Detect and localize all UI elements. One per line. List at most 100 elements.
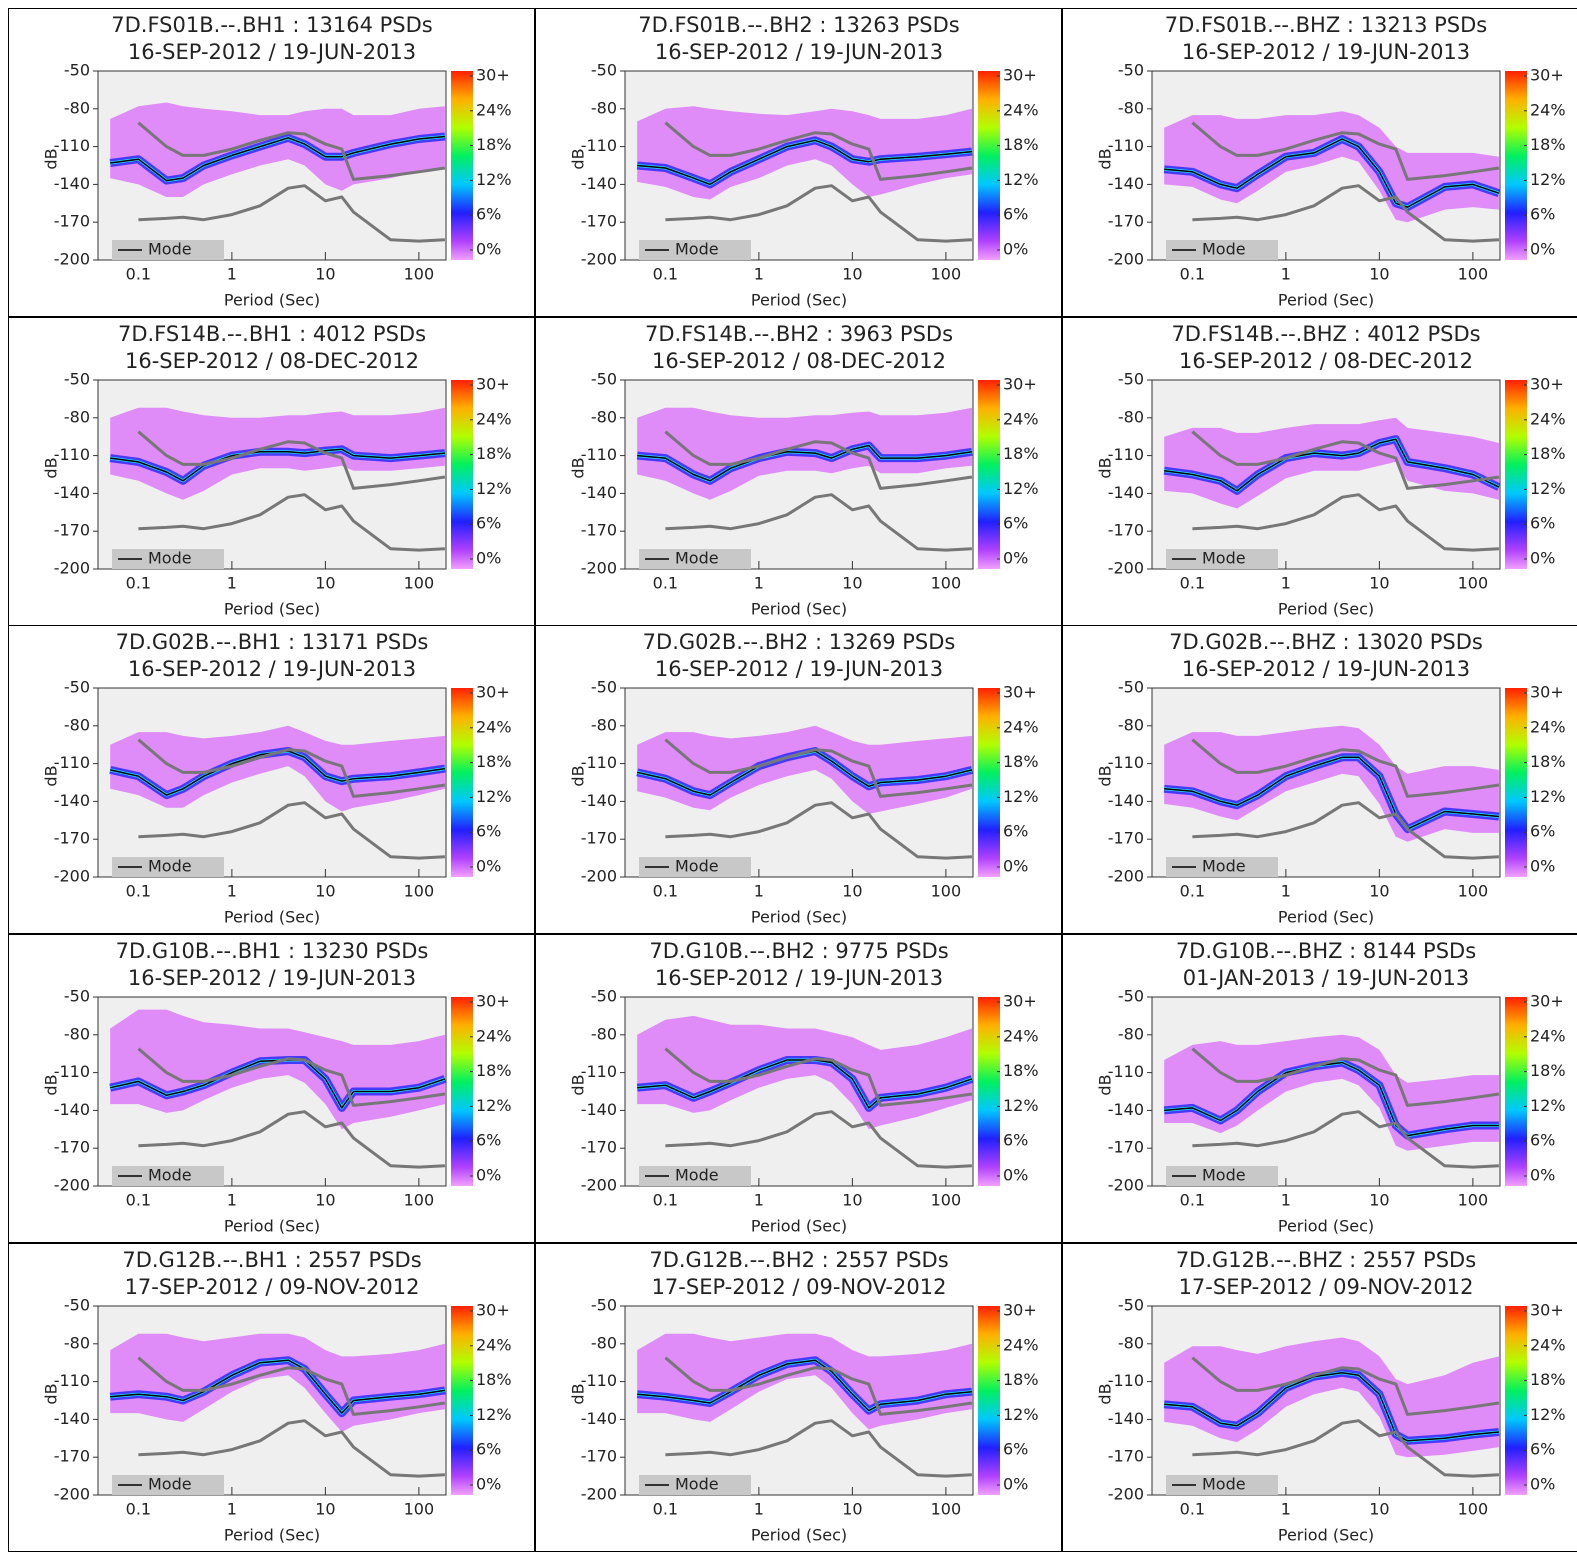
y-axis-label: dB <box>569 148 588 169</box>
y-tick-label: -200 <box>581 559 617 578</box>
chart-subtitle: 16-SEP-2012 / 08-DEC-2012 <box>125 349 419 373</box>
y-tick-label: -170 <box>581 212 617 231</box>
x-tick-label: 10 <box>315 882 335 901</box>
x-tick-label: 10 <box>315 265 335 284</box>
x-axis-label: Period (Sec) <box>224 1526 320 1545</box>
x-tick-label: 0.1 <box>1180 265 1205 284</box>
colorbar <box>978 380 1000 569</box>
y-tick-label: -140 <box>581 174 617 193</box>
y-tick-label: -80 <box>64 715 90 734</box>
y-tick-label: -50 <box>1118 61 1144 80</box>
noise-model-line <box>137 430 446 490</box>
y-tick-label: -50 <box>1118 678 1144 697</box>
colorbar-tick-label: 18% <box>476 1061 512 1080</box>
chart-cell: 7D.FS01B.--.BHZ : 13213 PSDs 16-SEP-2012 … <box>1062 8 1577 317</box>
chart-subtitle: 17-SEP-2012 / 09-NOV-2012 <box>125 1275 420 1299</box>
legend-label: Mode <box>1202 857 1246 876</box>
colorbar-tick-label: 18% <box>1003 752 1039 771</box>
x-tick-label: 10 <box>315 574 335 593</box>
y-tick-label: -170 <box>54 521 90 540</box>
y-tick-label: -170 <box>1108 521 1144 540</box>
plot-area <box>1163 725 1500 860</box>
x-tick-label: 100 <box>1458 1500 1489 1519</box>
y-axis-label: dB <box>1096 765 1115 786</box>
y-tick-label: -50 <box>64 1296 90 1315</box>
colorbar-tick-label: 30+ <box>1530 375 1564 394</box>
legend-box <box>1166 857 1278 877</box>
chart-subtitle: 17-SEP-2012 / 09-NOV-2012 <box>1179 1275 1474 1299</box>
colorbar-tick-label: 0% <box>476 240 501 259</box>
colorbar-tick-label: 0% <box>1530 1475 1555 1494</box>
noise-model-line <box>1192 801 1499 860</box>
y-tick-label: -110 <box>54 1062 90 1081</box>
y-tick-label: -170 <box>581 1447 617 1466</box>
mode-line <box>637 139 972 186</box>
colorbar-tick-label: 6% <box>1530 822 1555 841</box>
y-tick-label: -140 <box>581 1409 617 1428</box>
chart-title: 7D.FS14B.--.BHZ : 4012 PSDs <box>1171 322 1480 346</box>
x-tick-label: 10 <box>1369 265 1389 284</box>
chart-cell: 7D.FS01B.--.BH1 : 13164 PSDs 16-SEP-2012 … <box>8 8 535 317</box>
y-tick-label: -80 <box>1118 98 1144 117</box>
y-tick-label: -110 <box>581 753 617 772</box>
legend-label: Mode <box>1202 1475 1246 1494</box>
colorbar-tick-label: 12% <box>1003 479 1039 498</box>
mode-line <box>637 444 973 482</box>
y-tick-label: -140 <box>581 1100 617 1119</box>
noise-model-line <box>664 430 973 490</box>
y-tick-label: -200 <box>581 867 617 886</box>
colorbar-tick-label: 18% <box>476 444 512 463</box>
colorbar-tick-label: 12% <box>1530 479 1566 498</box>
y-tick-label: -170 <box>54 1138 90 1157</box>
x-tick-label: 100 <box>404 1500 435 1519</box>
chart-title: 7D.G02B.--.BHZ : 13020 PSDs <box>1169 630 1483 654</box>
legend-label: Mode <box>148 857 192 876</box>
plot-frame <box>97 687 447 878</box>
colorbar-tick-label: 18% <box>1530 444 1566 463</box>
colorbar-tick-label: 24% <box>476 409 512 428</box>
chart: 7D.FS01B.--.BHZ : 13213 PSDs 16-SEP-2012 … <box>1096 13 1566 310</box>
noise-model-line <box>1191 121 1500 181</box>
x-tick-label: 100 <box>931 882 962 901</box>
x-axis-label: Period (Sec) <box>751 600 847 619</box>
y-tick-label: -170 <box>581 1138 617 1157</box>
x-tick-label: 10 <box>1369 1191 1389 1210</box>
colorbar-tick-label: 12% <box>1530 1405 1566 1424</box>
plot-frame <box>624 379 974 570</box>
y-tick-label: -140 <box>1108 1409 1144 1428</box>
chart-cell: 7D.G02B.--.BH2 : 13269 PSDs 16-SEP-2012 /… <box>535 625 1062 934</box>
legend-box <box>112 1475 224 1495</box>
plot-area <box>109 102 446 243</box>
x-tick-label: 0.1 <box>653 1500 678 1519</box>
x-axis-label: Period (Sec) <box>751 291 847 310</box>
chart-subtitle: 16-SEP-2012 / 19-JUN-2013 <box>128 40 416 64</box>
y-tick-label: -80 <box>64 1333 90 1352</box>
x-tick-label: 100 <box>1458 265 1489 284</box>
x-tick-label: 10 <box>842 1500 862 1519</box>
noise-model-line <box>1191 1047 1500 1107</box>
y-tick-label: -140 <box>54 174 90 193</box>
chart-title: 7D.G10B.--.BH1 : 13230 PSDs <box>116 939 429 963</box>
chart-subtitle: 16-SEP-2012 / 19-JUN-2013 <box>655 40 943 64</box>
noise-model-line <box>665 1419 972 1478</box>
plot-frame <box>1151 996 1501 1187</box>
y-tick-label: -140 <box>1108 174 1144 193</box>
x-axis-label: Period (Sec) <box>224 291 320 310</box>
x-tick-label: 1 <box>754 265 764 284</box>
colorbar-tick-label: 18% <box>476 1370 512 1389</box>
x-tick-label: 100 <box>404 574 435 593</box>
colorbar-tick-label: 30+ <box>1003 683 1037 702</box>
chart-subtitle: 17-SEP-2012 / 09-NOV-2012 <box>652 1275 947 1299</box>
colorbar-tick-label: 24% <box>1003 1026 1039 1045</box>
x-tick-label: 0.1 <box>126 265 151 284</box>
colorbar-tick-label: 6% <box>1530 1131 1555 1150</box>
y-tick-label: -50 <box>1118 370 1144 389</box>
chart: 7D.G10B.--.BH1 : 13230 PSDs 16-SEP-2012 /… <box>42 939 512 1236</box>
chart-cell: 7D.G10B.--.BH2 : 9775 PSDs 16-SEP-2012 / … <box>535 934 1062 1243</box>
colorbar-tick-label: 12% <box>476 1405 512 1424</box>
x-tick-label: 1 <box>227 882 237 901</box>
y-tick-label: -50 <box>64 678 90 697</box>
plot-area <box>636 725 973 860</box>
colorbar <box>978 688 1000 877</box>
